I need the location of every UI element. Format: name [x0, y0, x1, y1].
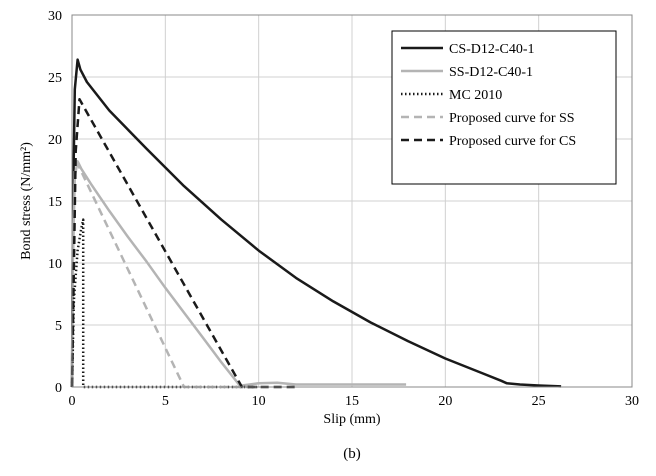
x-tick-label: 15: [345, 394, 359, 409]
y-axis-label: Bond stress (N/mm²): [19, 142, 34, 260]
x-tick-label: 0: [69, 394, 76, 409]
legend-label: Proposed curve for SS: [449, 111, 575, 126]
y-tick-label: 20: [48, 133, 62, 148]
legend: CS-D12-C40-1 SS-D12-C40-1 MC 2010 Proposed …: [392, 31, 616, 184]
y-tick-label: 15: [48, 195, 62, 210]
y-tick-label: 30: [48, 9, 62, 24]
series-line-5: [72, 99, 296, 387]
series-line-2: [72, 161, 406, 387]
figure-caption: (b): [343, 446, 361, 462]
x-tick-label: 10: [252, 394, 266, 409]
x-axis-label: Slip (mm): [323, 412, 381, 427]
y-tick-label: 25: [48, 71, 62, 86]
x-tick-label: 20: [438, 394, 452, 409]
y-tick-label: 5: [55, 319, 62, 334]
legend-label: SS-D12-C40-1: [449, 65, 533, 80]
x-tick-label: 5: [162, 394, 169, 409]
legend-label: CS-D12-C40-1: [449, 42, 535, 57]
legend-label: Proposed curve for CS: [449, 134, 576, 149]
legend-label: MC 2010: [449, 88, 502, 103]
x-tick-label: 30: [625, 394, 639, 409]
y-tick-label: 10: [48, 257, 62, 272]
y-tick-label: 0: [55, 381, 62, 396]
x-tick-label: 25: [532, 394, 546, 409]
